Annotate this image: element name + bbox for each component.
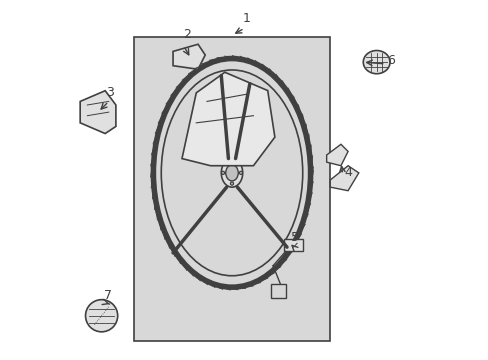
FancyBboxPatch shape <box>134 37 329 341</box>
Text: 1: 1 <box>242 12 250 24</box>
Ellipse shape <box>239 171 242 175</box>
Polygon shape <box>326 144 347 166</box>
Ellipse shape <box>221 171 224 175</box>
Text: 2: 2 <box>183 28 191 41</box>
Polygon shape <box>182 72 274 166</box>
Text: 6: 6 <box>386 54 394 67</box>
Polygon shape <box>329 166 358 191</box>
Ellipse shape <box>230 182 233 185</box>
Text: 5: 5 <box>290 231 298 244</box>
Ellipse shape <box>225 165 238 181</box>
Polygon shape <box>80 91 116 134</box>
Ellipse shape <box>221 158 242 187</box>
Bar <box>283 239 303 251</box>
Bar <box>271 284 285 298</box>
Polygon shape <box>173 44 205 69</box>
Ellipse shape <box>230 161 233 164</box>
Ellipse shape <box>85 300 118 332</box>
Ellipse shape <box>363 50 389 74</box>
Text: 4: 4 <box>344 166 352 179</box>
Text: 3: 3 <box>106 86 114 99</box>
Text: 7: 7 <box>103 289 111 302</box>
